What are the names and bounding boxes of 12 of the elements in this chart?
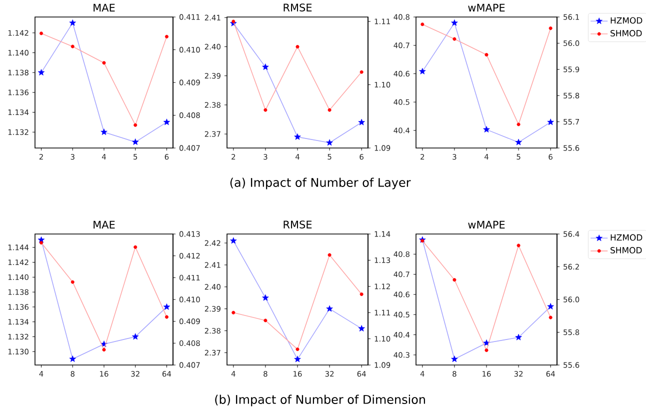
chart-title: wMAPE [468, 4, 505, 12]
legend-label: HZMOD [610, 17, 642, 24]
chart-title: RMSE [284, 4, 312, 12]
chart-title: MAE [94, 4, 115, 12]
chart-title: RMSE [284, 220, 312, 228]
chart-title: wMAPE [468, 220, 505, 228]
legend-label: SHMOD [610, 30, 642, 36]
legend-label: SHMOD [610, 247, 642, 254]
legend-label: HZMOD [610, 234, 642, 241]
chart-title: MAE [94, 220, 115, 228]
text: (a) Impact of Number of Layer [230, 178, 411, 190]
text: (b) Impact of Number of Dimension [215, 394, 425, 406]
